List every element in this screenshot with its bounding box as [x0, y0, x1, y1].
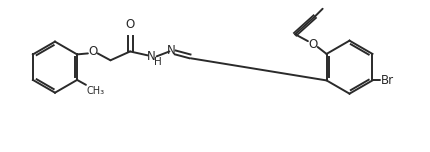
Text: N: N: [166, 44, 175, 57]
Text: O: O: [125, 18, 135, 31]
Text: H: H: [154, 57, 161, 67]
Text: CH₃: CH₃: [87, 86, 105, 96]
Text: O: O: [88, 45, 97, 58]
Text: Br: Br: [381, 74, 393, 87]
Text: O: O: [307, 38, 316, 51]
Text: N: N: [147, 50, 156, 63]
